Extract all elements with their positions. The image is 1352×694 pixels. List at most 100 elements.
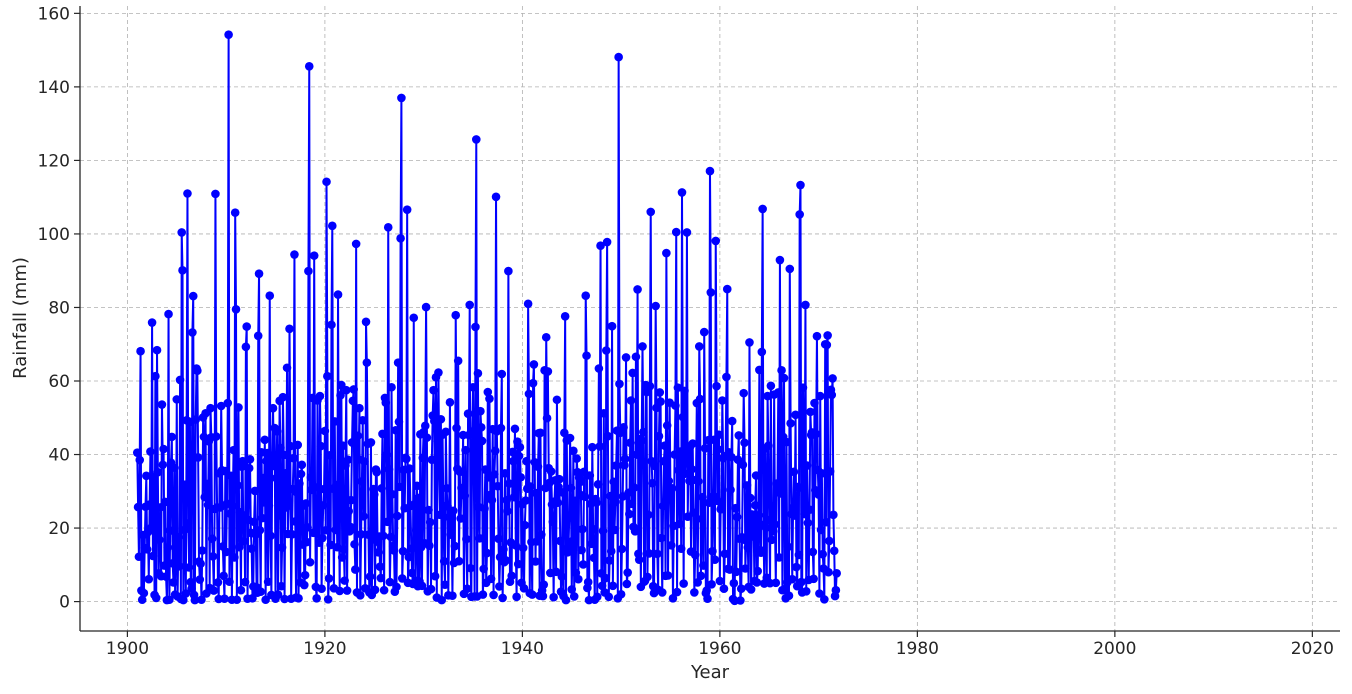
data-point [791, 410, 800, 420]
data-point [560, 428, 569, 438]
data-point [191, 415, 200, 424]
data-point [274, 511, 284, 520]
data-point [625, 509, 634, 519]
data-point [766, 381, 776, 391]
data-point [441, 427, 451, 437]
data-point [783, 542, 793, 552]
data-point [331, 525, 340, 535]
data-point [511, 541, 521, 550]
data-point [496, 423, 506, 433]
data-point [267, 453, 277, 463]
data-point [232, 595, 242, 605]
data-point [538, 591, 548, 601]
data-point [421, 302, 431, 312]
data-point [679, 579, 688, 588]
data-point [638, 342, 647, 351]
data-point [426, 584, 436, 594]
data-point [207, 534, 217, 544]
data-point [190, 595, 200, 605]
data-point [250, 486, 260, 496]
data-point [234, 403, 243, 412]
data-point [448, 506, 458, 516]
data-point [366, 438, 376, 447]
data-point [186, 577, 196, 587]
data-point [418, 453, 428, 463]
data-point [314, 518, 323, 528]
data-point [520, 520, 530, 530]
data-point [603, 431, 613, 441]
data-point [499, 545, 508, 554]
data-point [588, 524, 598, 534]
data-point [532, 488, 541, 498]
data-point [526, 482, 535, 491]
data-point [169, 578, 178, 587]
data-point [637, 436, 646, 445]
data-point [501, 556, 511, 565]
data-point [393, 358, 403, 367]
data-point [829, 510, 838, 520]
data-point [832, 568, 841, 578]
data-point [468, 382, 478, 392]
data-point [643, 572, 652, 582]
data-point [561, 595, 571, 605]
data-point [648, 478, 657, 488]
data-point [405, 464, 414, 473]
data-point [330, 417, 340, 426]
data-point [350, 539, 359, 549]
data-point [564, 542, 573, 552]
data-point [284, 498, 293, 507]
data-point [572, 454, 581, 463]
data-point [471, 135, 481, 144]
data-point [216, 503, 225, 512]
data-point [770, 520, 780, 529]
data-point [720, 549, 730, 559]
data-point [462, 534, 471, 544]
data-point [211, 189, 220, 199]
data-point [699, 327, 709, 337]
data-point [585, 471, 595, 480]
data-point [249, 517, 259, 527]
data-point [167, 432, 177, 442]
data-point [815, 589, 824, 598]
data-point [536, 530, 546, 539]
data-point [397, 93, 406, 103]
data-point [827, 390, 837, 400]
data-point [417, 581, 427, 591]
data-point [290, 250, 299, 259]
data-point [339, 545, 349, 554]
data-point [680, 469, 690, 478]
data-point [504, 266, 513, 276]
data-point [300, 580, 309, 590]
data-point [620, 454, 630, 464]
data-point [387, 382, 396, 392]
data-point [694, 477, 703, 486]
data-point [815, 391, 825, 401]
data-point [594, 364, 604, 373]
data-point [602, 346, 611, 355]
data-point [158, 460, 168, 470]
data-point [353, 431, 363, 441]
data-point [515, 442, 525, 452]
data-point [541, 332, 551, 342]
axes: 0 20 40 60 80 100 120 140 160 1900 1920 1940 1960 198… [38, 4, 1340, 659]
data-point [436, 414, 446, 424]
data-point [338, 441, 348, 451]
data-point [633, 285, 642, 294]
data-point [718, 396, 727, 405]
data-point [622, 579, 632, 589]
data-point [297, 460, 307, 470]
data-point [334, 490, 344, 500]
data-point [750, 500, 760, 510]
data-point [430, 416, 439, 426]
data-point [771, 578, 781, 588]
data-point [305, 557, 315, 567]
data-point [197, 546, 207, 555]
data-point [231, 305, 241, 314]
data-point [497, 369, 507, 379]
data-point [306, 473, 316, 482]
data-point [671, 401, 680, 410]
data-point [453, 356, 463, 366]
data-point [828, 374, 837, 383]
data-point [471, 322, 480, 332]
y-tick-label: 20 [48, 519, 70, 539]
